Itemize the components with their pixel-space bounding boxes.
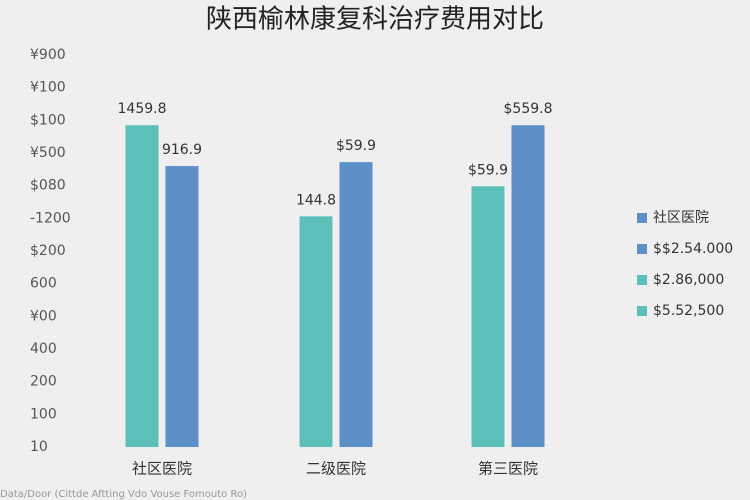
data-label: 1459.8 (118, 101, 167, 117)
bar (511, 125, 545, 447)
x-tick-label: 第三医院 (478, 460, 538, 478)
bar (165, 166, 199, 448)
legend-swatch (637, 244, 647, 254)
y-tick-label: 200 (30, 374, 57, 390)
y-tick-label: 100 (30, 406, 57, 422)
y-tick-label: ¥100 (30, 80, 66, 96)
bar (339, 162, 373, 447)
legend-label: $2.86,000 (653, 272, 724, 288)
bar (471, 186, 505, 447)
y-tick-label: $080 (30, 178, 66, 194)
legend-label: $5.52,500 (653, 303, 724, 319)
y-tick-label: 600 (30, 276, 57, 292)
data-label: 144.8 (296, 192, 336, 208)
legend-swatch (637, 275, 647, 285)
chart-title: 陕西榆林康复科治疗费用对比 (206, 5, 544, 35)
source-note: Data/Door (Cittde Aftting Vdo Vouse Fomo… (0, 489, 247, 500)
y-tick-label: 10 (30, 439, 48, 455)
legend-label: $$2.54.000 (653, 241, 733, 257)
x-tick-label: 社区医院 (132, 460, 192, 478)
y-tick-label: ¥00 (30, 308, 57, 324)
data-label: $59.9 (336, 138, 376, 154)
data-label: $59.9 (468, 162, 508, 178)
legend-label: 社区医院 (653, 210, 709, 226)
x-tick-label: 二级医院 (306, 460, 366, 478)
data-label: 916.9 (162, 142, 202, 158)
y-tick-label: $100 (30, 112, 66, 128)
y-tick-label: 400 (30, 341, 57, 357)
y-tick-label: $200 (30, 243, 66, 259)
y-tick-label: -1200 (30, 210, 71, 226)
bar (125, 125, 159, 447)
bar (299, 216, 333, 447)
legend-swatch (637, 213, 647, 223)
y-tick-label: ¥500 (30, 145, 66, 161)
y-tick-label: ¥900 (30, 47, 66, 63)
legend-swatch (637, 306, 647, 316)
data-label: $559.8 (504, 101, 553, 117)
